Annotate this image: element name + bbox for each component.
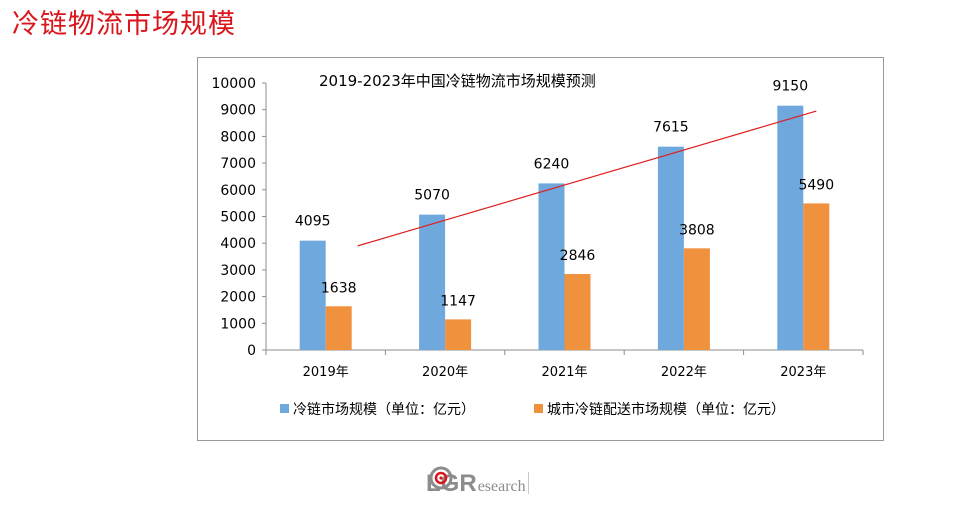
logo: L G R esearch xyxy=(426,466,529,496)
x-tick-label: 2019年 xyxy=(303,365,349,380)
legend-label-series1: 冷链市场规模（单位：亿元） xyxy=(293,401,475,418)
data-label-series1: 9150 xyxy=(772,79,808,95)
y-tick-label: 2000 xyxy=(220,290,256,306)
logo-text: esearch xyxy=(477,478,526,495)
bar-series1-1 xyxy=(419,214,446,350)
logo-letter-r: R xyxy=(459,470,477,497)
y-tick-label: 6000 xyxy=(220,183,256,199)
bar-series1-2 xyxy=(538,183,565,350)
legend-swatch-series2 xyxy=(534,404,543,413)
x-tick-label: 2020年 xyxy=(422,365,468,380)
logo-divider xyxy=(527,472,529,494)
y-tick-label: 4000 xyxy=(220,236,256,252)
chart-trendline xyxy=(357,110,817,247)
y-tick-label: 1000 xyxy=(220,316,256,332)
chart-data-labels: 4095 5070 6240 7615 9150 1638 1147 2846 3808 5490 xyxy=(295,79,834,310)
x-tick-label: 2023年 xyxy=(780,365,826,380)
y-tick-label: 9000 xyxy=(220,103,256,119)
data-label-series1: 4095 xyxy=(295,214,331,230)
y-tick-label: 8000 xyxy=(220,129,256,145)
bar-series1-0 xyxy=(299,240,326,350)
data-label-series1: 5070 xyxy=(414,188,450,204)
x-tick-label: 2021年 xyxy=(541,365,587,380)
bar-series2-2 xyxy=(564,274,591,350)
page-title: 冷链物流市场规模 xyxy=(12,9,236,40)
bar-series1-3 xyxy=(657,146,684,350)
chart-title: 2019-2023年中国冷链物流市场规模预测 xyxy=(319,72,596,90)
data-label-series1: 7615 xyxy=(653,120,689,136)
logo-target-icon xyxy=(429,466,453,490)
chart-svg: 2019-2023年中国冷链物流市场规模预测 0 1000 2000 3000 4000… xyxy=(211,72,864,418)
trendline xyxy=(357,110,817,247)
y-tick-label: 3000 xyxy=(220,263,256,279)
legend-swatch-series1 xyxy=(280,404,289,413)
y-tick-label: 10000 xyxy=(211,76,256,92)
chart-axes: 0 1000 2000 3000 4000 5000 6000 7000 8000 9000 100… xyxy=(211,76,864,380)
data-label-series2: 1147 xyxy=(440,293,476,309)
chart-legend: 冷链市场规模（单位：亿元） 城市冷链配送市场规模（单位：亿元） xyxy=(280,401,785,418)
data-label-series2: 2846 xyxy=(560,248,596,264)
bar-series2-1 xyxy=(445,319,472,350)
data-label-series2: 5490 xyxy=(798,177,834,193)
bar-series2-0 xyxy=(325,306,352,350)
y-tick-label: 5000 xyxy=(220,210,256,226)
bar-series2-4 xyxy=(803,203,830,350)
data-label-series2: 1638 xyxy=(321,280,357,296)
chart-frame: 2019-2023年中国冷链物流市场规模预测 0 1000 2000 3000 4000… xyxy=(197,57,884,441)
legend-label-series2: 城市冷链配送市场规模（单位：亿元） xyxy=(547,401,785,418)
y-tick-label: 0 xyxy=(247,343,256,359)
bar-series2-3 xyxy=(683,248,710,350)
x-tick-label: 2022年 xyxy=(661,365,707,380)
y-tick-label: 7000 xyxy=(220,156,256,172)
data-label-series2: 3808 xyxy=(679,222,715,238)
bar-series1-4 xyxy=(777,105,804,350)
data-label-series1: 6240 xyxy=(534,156,570,172)
chart-bars xyxy=(299,105,830,350)
